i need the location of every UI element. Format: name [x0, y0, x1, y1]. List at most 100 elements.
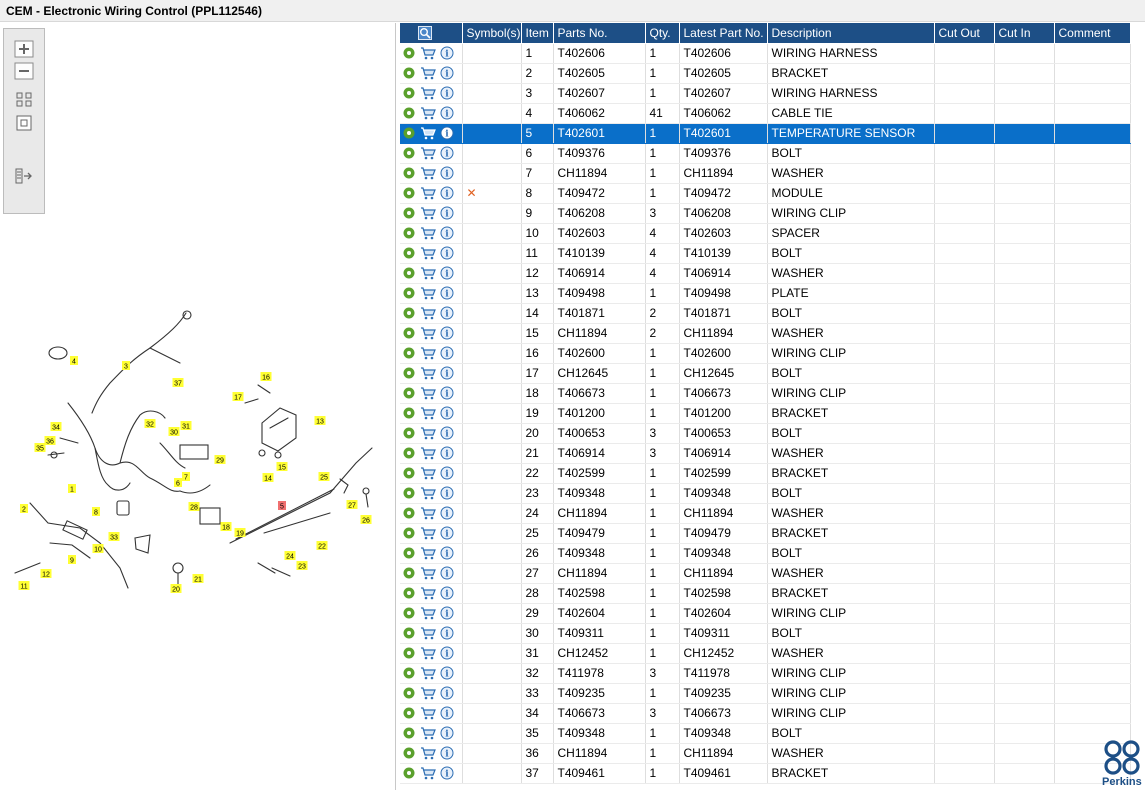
column-header[interactable]: Description: [767, 23, 935, 44]
cart-icon[interactable]: [420, 386, 436, 400]
options-icon[interactable]: [402, 86, 416, 100]
info-icon[interactable]: i: [440, 646, 454, 660]
cart-icon[interactable]: [420, 66, 436, 80]
cart-icon[interactable]: [420, 506, 436, 520]
options-icon[interactable]: [402, 486, 416, 500]
info-icon[interactable]: i: [440, 346, 454, 360]
info-icon[interactable]: i: [440, 746, 454, 760]
callout-33[interactable]: 33: [108, 532, 120, 542]
options-icon[interactable]: [402, 206, 416, 220]
cart-icon[interactable]: [420, 326, 436, 340]
info-icon[interactable]: i: [440, 266, 454, 280]
callout-12[interactable]: 12: [40, 569, 52, 579]
info-icon[interactable]: i: [440, 766, 454, 780]
options-icon[interactable]: [402, 126, 416, 140]
table-row[interactable]: i 30 T409311 1 T409311 BOLT: [400, 623, 1131, 644]
table-row[interactable]: i 5 T402601 1 T402601 TEMPERATURE SENSOR: [400, 123, 1131, 144]
table-row[interactable]: i 33 T409235 1 T409235 WIRING CLIP: [400, 683, 1131, 704]
callout-22[interactable]: 22: [316, 541, 328, 551]
callout-3[interactable]: 3: [122, 361, 130, 371]
options-icon[interactable]: [402, 626, 416, 640]
cart-icon[interactable]: [420, 446, 436, 460]
callout-7[interactable]: 7: [182, 472, 190, 482]
options-icon[interactable]: [402, 146, 416, 160]
info-icon[interactable]: i: [440, 406, 454, 420]
options-icon[interactable]: [402, 66, 416, 80]
cart-icon[interactable]: [420, 146, 436, 160]
callout-24[interactable]: 24: [284, 551, 296, 561]
options-icon[interactable]: [402, 706, 416, 720]
callout-37[interactable]: 37: [172, 378, 184, 388]
table-row[interactable]: i 13 T409498 1 T409498 PLATE: [400, 283, 1131, 304]
cart-icon[interactable]: [420, 226, 436, 240]
callout-16[interactable]: 16: [260, 372, 272, 382]
cart-icon[interactable]: [420, 126, 436, 140]
table-row[interactable]: i 11 T410139 4 T410139 BOLT: [400, 243, 1131, 264]
options-icon[interactable]: [402, 166, 416, 180]
info-icon[interactable]: i: [440, 306, 454, 320]
callout-11[interactable]: 11: [18, 581, 30, 591]
callout-20[interactable]: 20: [170, 584, 182, 594]
table-row[interactable]: i 35 T409348 1 T409348 BOLT: [400, 723, 1131, 744]
table-row[interactable]: i 19 T401200 1 T401200 BRACKET: [400, 403, 1131, 424]
cart-icon[interactable]: [420, 526, 436, 540]
options-icon[interactable]: [402, 526, 416, 540]
cart-icon[interactable]: [420, 746, 436, 760]
cart-icon[interactable]: [420, 426, 436, 440]
info-icon[interactable]: i: [440, 126, 454, 140]
table-row[interactable]: i 1 T402606 1 T402606 WIRING HARNESS: [400, 43, 1131, 64]
cart-icon[interactable]: [420, 186, 436, 200]
options-icon[interactable]: [402, 186, 416, 200]
zoom-in-button[interactable]: [14, 40, 34, 58]
callout-30[interactable]: 30: [168, 427, 180, 437]
info-icon[interactable]: i: [440, 106, 454, 120]
options-icon[interactable]: [402, 586, 416, 600]
options-icon[interactable]: [402, 226, 416, 240]
column-header[interactable]: Symbol(s): [462, 23, 522, 44]
table-row[interactable]: i 16 T402600 1 T402600 WIRING CLIP: [400, 343, 1131, 364]
table-row[interactable]: i 6 T409376 1 T409376 BOLT: [400, 143, 1131, 164]
callout-29[interactable]: 29: [214, 455, 226, 465]
info-icon[interactable]: i: [440, 86, 454, 100]
cart-icon[interactable]: [420, 266, 436, 280]
fit-page-button[interactable]: [14, 91, 34, 109]
cart-icon[interactable]: [420, 626, 436, 640]
callout-5[interactable]: 5: [278, 501, 286, 511]
cart-icon[interactable]: [420, 406, 436, 420]
table-row[interactable]: i 22 T402599 1 T402599 BRACKET: [400, 463, 1131, 484]
callout-17[interactable]: 17: [232, 392, 244, 402]
callout-10[interactable]: 10: [92, 544, 104, 554]
cart-icon[interactable]: [420, 46, 436, 60]
cart-icon[interactable]: [420, 86, 436, 100]
callout-13[interactable]: 13: [314, 416, 326, 426]
cart-icon[interactable]: [420, 646, 436, 660]
cart-icon[interactable]: [420, 246, 436, 260]
options-icon[interactable]: [402, 646, 416, 660]
info-icon[interactable]: i: [440, 506, 454, 520]
table-row[interactable]: i 24 CH11894 1 CH11894 WASHER: [400, 503, 1131, 524]
info-icon[interactable]: i: [440, 446, 454, 460]
cart-icon[interactable]: [420, 166, 436, 180]
options-icon[interactable]: [402, 46, 416, 60]
callout-26[interactable]: 26: [360, 515, 372, 525]
info-icon[interactable]: i: [440, 206, 454, 220]
table-row[interactable]: i 36 CH11894 1 CH11894 WASHER: [400, 743, 1131, 764]
info-icon[interactable]: i: [440, 66, 454, 80]
info-icon[interactable]: i: [440, 626, 454, 640]
options-icon[interactable]: [402, 686, 416, 700]
options-icon[interactable]: [402, 106, 416, 120]
cart-icon[interactable]: [420, 366, 436, 380]
info-icon[interactable]: i: [440, 366, 454, 380]
table-row[interactable]: i 9 T406208 3 T406208 WIRING CLIP: [400, 203, 1131, 224]
options-icon[interactable]: [402, 566, 416, 580]
cart-icon[interactable]: [420, 346, 436, 360]
table-row[interactable]: i 31 CH12452 1 CH12452 WASHER: [400, 643, 1131, 664]
cart-icon[interactable]: [420, 586, 436, 600]
info-icon[interactable]: i: [440, 526, 454, 540]
cart-icon[interactable]: [420, 766, 436, 780]
callout-23[interactable]: 23: [296, 561, 308, 571]
callout-21[interactable]: 21: [192, 574, 204, 584]
callout-19[interactable]: 19: [234, 528, 246, 538]
callout-6[interactable]: 6: [174, 478, 182, 488]
column-header-search[interactable]: [400, 23, 463, 44]
